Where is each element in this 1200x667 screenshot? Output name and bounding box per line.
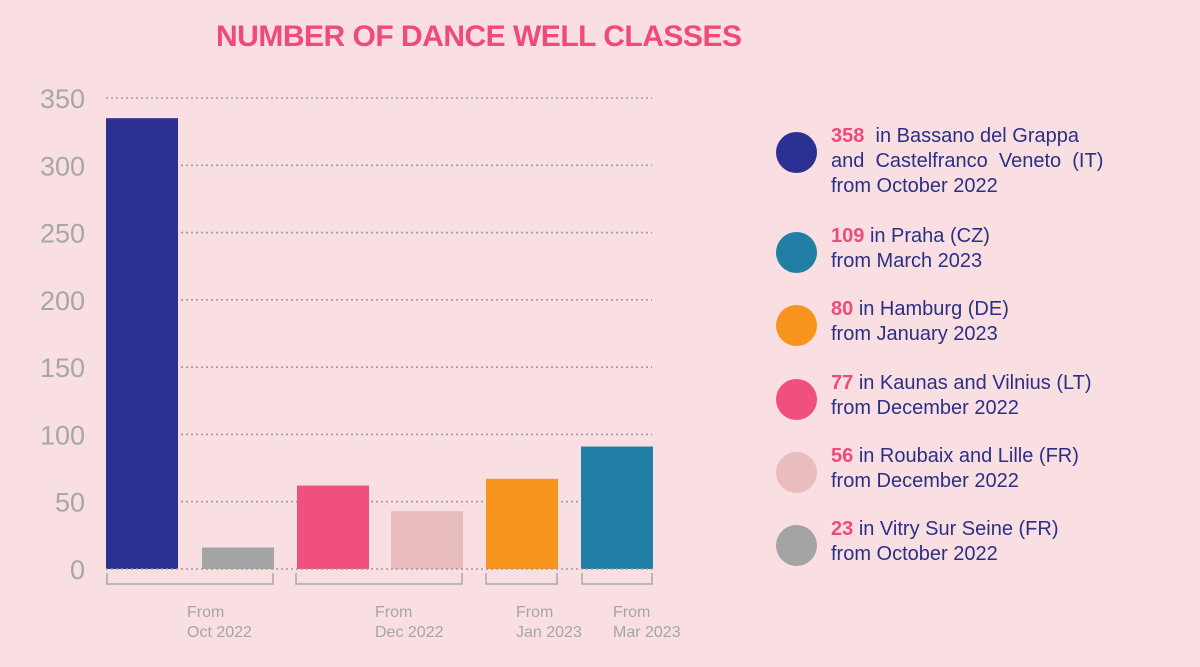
legend-count: 23 — [831, 518, 854, 540]
y-tick-label: 50 — [55, 488, 85, 518]
bar — [297, 485, 369, 569]
bar — [202, 547, 274, 569]
legend-swatch — [776, 232, 817, 273]
group-label: From — [516, 604, 553, 621]
legend-text: 56 in Roubaix and Lille (FR) from Decemb… — [831, 444, 1171, 494]
group-bracket — [485, 573, 558, 585]
legend-text: 358 in Bassano del Grappa and Castelfran… — [831, 124, 1171, 199]
legend-item-praha: 109 in Praha (CZ) from March 2023 — [776, 224, 1171, 274]
y-tick-label: 100 — [40, 420, 85, 450]
legend-item-hamburg: 80 in Hamburg (DE) from January 2023 — [776, 297, 1171, 347]
group-label: Oct 2022 — [187, 624, 252, 641]
group-bracket — [106, 573, 274, 585]
legend-text: 80 in Hamburg (DE) from January 2023 — [831, 297, 1171, 347]
chart-title: NUMBER OF DANCE WELL CLASSES — [216, 20, 742, 53]
legend-item-roubaix: 56 in Roubaix and Lille (FR) from Decemb… — [776, 444, 1171, 494]
legend-count: 77 — [831, 372, 854, 394]
y-tick-label: 200 — [40, 286, 85, 316]
legend-line: from January 2023 — [831, 323, 998, 345]
legend-location: in Vitry Sur Seine (FR) — [858, 518, 1059, 540]
legend-text: 23 in Vitry Sur Seine (FR) from October … — [831, 517, 1171, 567]
legend-line: 77 in Kaunas and Vilnius (LT) — [831, 371, 1171, 396]
legend-item-kaunas: 77 in Kaunas and Vilnius (LT) from Decem… — [776, 371, 1171, 421]
legend-swatch — [776, 379, 817, 420]
y-tick-label: 350 — [40, 84, 85, 114]
legend-count: 358 — [831, 125, 865, 147]
legend-line: 56 in Roubaix and Lille (FR) — [831, 444, 1171, 469]
group-label: Jan 2023 — [516, 624, 582, 641]
group-bracket — [581, 573, 653, 585]
group-bracket — [295, 573, 463, 585]
legend-line: 109 in Praha (CZ) — [831, 224, 1171, 249]
legend-location: in Roubaix and Lille (FR) — [858, 445, 1079, 467]
y-tick-label: 0 — [70, 555, 85, 585]
legend-line: from December 2022 — [831, 397, 1019, 419]
legend-swatch — [776, 525, 817, 566]
legend-line: 358 in Bassano del Grappa — [831, 124, 1171, 149]
legend-item-vitry: 23 in Vitry Sur Seine (FR) from October … — [776, 517, 1171, 567]
group-label: From — [375, 604, 412, 621]
bar — [391, 511, 463, 569]
legend-location: in Kaunas and Vilnius (LT) — [858, 372, 1092, 394]
legend-location: in Hamburg (DE) — [858, 298, 1009, 320]
legend-line: from December 2022 — [831, 470, 1019, 492]
bar — [581, 446, 653, 569]
group-label: Dec 2022 — [375, 624, 444, 641]
legend-line: from March 2023 — [831, 250, 983, 272]
legend-location: in Bassano del Grappa — [875, 125, 1079, 147]
legend-line: from October 2022 — [831, 543, 998, 565]
bar — [106, 118, 178, 569]
legend-count: 56 — [831, 445, 854, 467]
legend-item-bassano: 358 in Bassano del Grappa and Castelfran… — [776, 124, 1171, 199]
legend-line: from October 2022 — [831, 175, 998, 197]
legend-swatch — [776, 452, 817, 493]
group-label: From — [613, 604, 650, 621]
group-label: Mar 2023 — [613, 624, 681, 641]
legend-text: 109 in Praha (CZ) from March 2023 — [831, 224, 1171, 274]
legend-text: 77 in Kaunas and Vilnius (LT) from Decem… — [831, 371, 1171, 421]
legend-line: and Castelfranco Veneto (IT) — [831, 150, 1104, 172]
bar — [486, 478, 558, 569]
legend-location: in Praha (CZ) — [869, 225, 990, 247]
legend-count: 80 — [831, 298, 854, 320]
y-tick-label: 250 — [40, 219, 85, 249]
legend-count: 109 — [831, 225, 865, 247]
y-tick-label: 150 — [40, 353, 85, 383]
legend-swatch — [776, 305, 817, 346]
group-label: From — [187, 604, 224, 621]
legend-line: 23 in Vitry Sur Seine (FR) — [831, 517, 1171, 542]
legend-line: 80 in Hamburg (DE) — [831, 297, 1171, 322]
legend-swatch — [776, 132, 817, 173]
y-tick-label: 300 — [40, 151, 85, 181]
